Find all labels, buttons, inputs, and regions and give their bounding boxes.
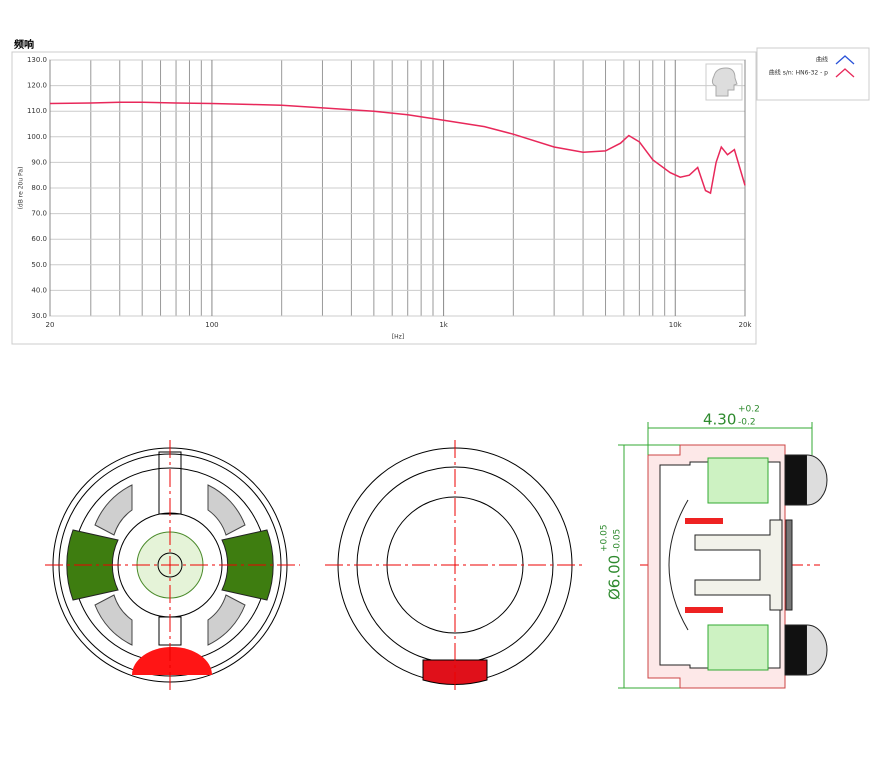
y-tick-label: 40.0	[31, 286, 47, 294]
chart-title: 频响	[14, 38, 34, 51]
x-axis-label: [Hz]	[392, 334, 404, 341]
length-lower: -0.2	[738, 418, 756, 428]
section-view	[647, 444, 828, 689]
y-tick-label: 90.0	[31, 158, 47, 166]
legend-label: 曲线	[816, 56, 828, 64]
dimensions: 4.30 +0.2 -0.2 Ø6.00 +0.05 -0.05	[600, 405, 760, 601]
y-tick-label: 110.0	[27, 107, 47, 115]
length-nominal: 4.30	[703, 411, 736, 429]
y-tick-label: 50.0	[31, 261, 47, 269]
dimension-lines	[618, 422, 813, 689]
y-tick-label: 120.0	[27, 82, 47, 90]
x-tick-label: 100	[205, 321, 218, 329]
icon	[705, 63, 743, 101]
legend-swatch	[835, 68, 855, 78]
y-tick-label: 130.0	[27, 56, 47, 64]
x-tick-label: 20k	[739, 321, 753, 329]
y-tick-label: 60.0	[31, 235, 47, 243]
diameter-upper: +0.05	[600, 524, 610, 552]
y-tick-label: 100.0	[27, 133, 47, 141]
y-axis-label: (dB re 20u Pa)	[18, 167, 25, 210]
diameter-nominal: Ø6.00	[606, 555, 624, 600]
y-tick-label: 80.0	[31, 184, 47, 192]
legend-label: 曲线 s/n: HN6-32 - p	[769, 69, 828, 77]
x-tick-label: 1k	[439, 321, 448, 329]
diameter-lower: -0.05	[613, 529, 623, 552]
plot: 30.0 40.0 50.0 60.0 70.0 80.0 90.0 100.0 110.0 12…	[27, 56, 752, 329]
legend-swatch	[835, 55, 855, 65]
y-tick-label: 30.0	[31, 312, 47, 320]
length-upper: +0.2	[738, 405, 760, 415]
line	[49, 101, 746, 195]
x-tick-label: 10k	[669, 321, 683, 329]
x-tick-label: 20	[46, 321, 55, 329]
y-tick-label: 70.0	[31, 210, 47, 218]
